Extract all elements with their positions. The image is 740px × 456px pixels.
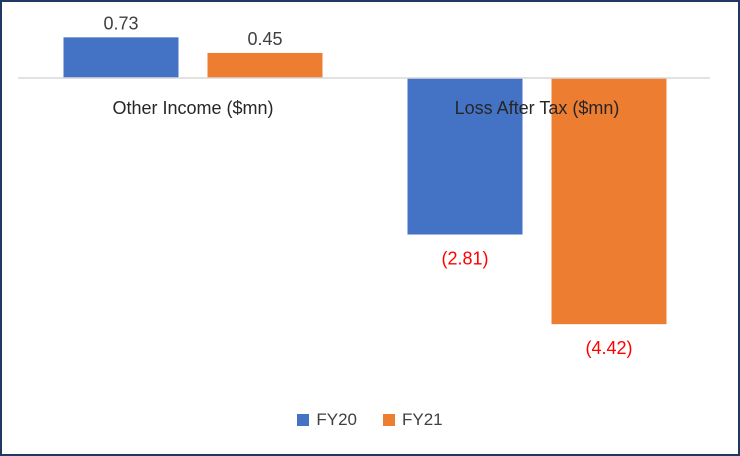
value-label-fy21-loss-after-tax-mn: (4.42)	[585, 338, 632, 358]
legend-swatch-fy20	[297, 414, 310, 426]
legend: FY20 FY21	[0, 410, 740, 430]
category-labels: Other Income ($mn) Loss After Tax ($mn)	[112, 98, 619, 118]
value-labels: 0.73 0.45 (2.81) (4.42)	[103, 13, 632, 358]
value-label-fy20-other-income-mn: 0.73	[103, 13, 138, 33]
value-label-fy21-other-income-mn: 0.45	[247, 29, 282, 49]
legend-item-fy20: FY20	[297, 410, 357, 430]
legend-swatch-fy21	[383, 414, 395, 426]
bars-layer	[63, 37, 667, 325]
category-label-loss-after-tax-mn: Loss After Tax ($mn)	[455, 98, 620, 118]
bar-fy21-other-income-mn	[207, 52, 323, 78]
legend-item-fy21: FY21	[383, 410, 443, 430]
value-label-fy20-loss-after-tax-mn: (2.81)	[441, 249, 488, 269]
bar-fy20-loss-after-tax-mn	[407, 78, 523, 235]
bar-fy21-loss-after-tax-mn	[551, 78, 667, 325]
legend-label-fy21: FY21	[402, 410, 443, 429]
category-label-other-income-mn: Other Income ($mn)	[112, 98, 273, 118]
bar-fy20-other-income-mn	[63, 37, 179, 78]
legend-label-fy20: FY20	[316, 410, 357, 429]
